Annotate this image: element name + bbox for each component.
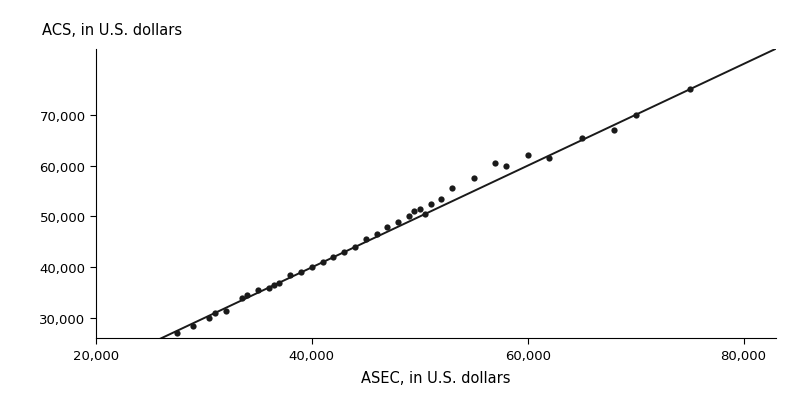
Point: [414, 206, 426, 213]
Point: [268, 282, 281, 289]
Point: [500, 163, 513, 169]
Point: [392, 219, 405, 225]
Point: [683, 87, 696, 93]
Point: [381, 224, 394, 230]
Point: [435, 196, 448, 202]
Point: [575, 135, 588, 142]
Point: [608, 127, 621, 134]
Point: [235, 295, 248, 301]
Point: [273, 280, 286, 286]
Point: [349, 244, 362, 251]
Point: [359, 237, 372, 243]
Point: [241, 292, 254, 299]
Point: [306, 264, 318, 271]
Point: [186, 323, 199, 329]
Point: [543, 155, 556, 162]
Point: [170, 330, 183, 337]
Point: [522, 153, 534, 159]
Point: [630, 112, 642, 119]
Point: [251, 287, 264, 294]
Point: [284, 272, 297, 278]
Point: [424, 201, 437, 208]
Point: [419, 211, 432, 218]
Point: [327, 254, 340, 261]
Point: [370, 231, 383, 238]
Point: [219, 307, 232, 314]
Point: [467, 176, 480, 182]
Point: [408, 209, 421, 215]
Point: [489, 160, 502, 167]
Point: [338, 249, 350, 256]
Point: [316, 259, 329, 266]
Point: [294, 269, 307, 276]
X-axis label: ASEC, in U.S. dollars: ASEC, in U.S. dollars: [362, 370, 510, 385]
Point: [208, 310, 221, 317]
Text: ACS, in U.S. dollars: ACS, in U.S. dollars: [42, 23, 182, 38]
Point: [402, 214, 415, 220]
Point: [203, 315, 216, 322]
Point: [446, 186, 458, 192]
Point: [262, 285, 275, 291]
